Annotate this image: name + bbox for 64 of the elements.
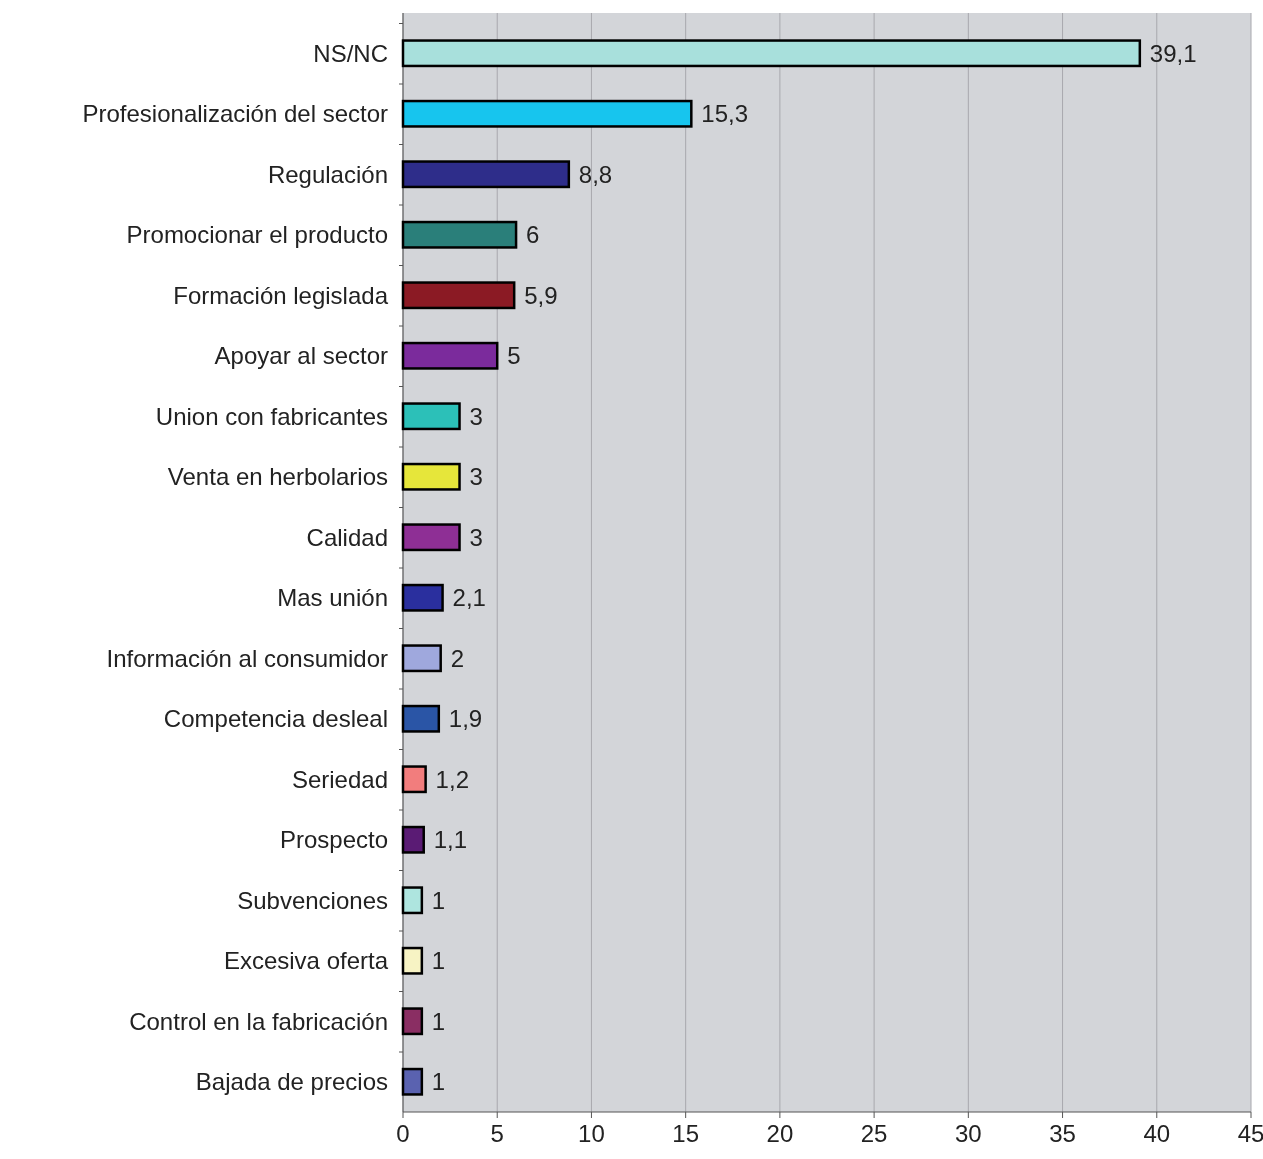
y-tick-label: Excesiva oferta bbox=[223, 947, 389, 975]
y-tick-label: Apoyar al sector bbox=[214, 342, 388, 370]
bar bbox=[401, 402, 461, 431]
data-label: 5,9 bbox=[524, 281, 558, 309]
bar bbox=[401, 825, 425, 854]
y-tick-label: Subvenciones bbox=[237, 886, 388, 914]
bar bbox=[401, 583, 444, 612]
bar bbox=[401, 1067, 424, 1096]
bar bbox=[401, 341, 499, 370]
data-label: 1,9 bbox=[448, 705, 483, 733]
bar bbox=[401, 765, 427, 794]
bar bbox=[401, 704, 441, 733]
data-label: 1 bbox=[431, 886, 446, 914]
data-label: 2 bbox=[450, 644, 465, 672]
y-tick-label: Calidad bbox=[306, 523, 388, 551]
y-tick-label: Seriedad bbox=[291, 765, 388, 793]
data-label: 1 bbox=[431, 1068, 446, 1096]
x-tick-label: 10 bbox=[578, 1120, 605, 1147]
bar bbox=[401, 462, 461, 491]
y-tick-label: Union con fabricantes bbox=[155, 402, 388, 430]
bar bbox=[401, 886, 424, 915]
data-label: 15,3 bbox=[701, 100, 749, 128]
data-label: 1 bbox=[431, 947, 446, 975]
data-label: 3 bbox=[469, 402, 483, 430]
bar bbox=[401, 1007, 424, 1036]
x-tick-label: 20 bbox=[766, 1120, 794, 1147]
bar bbox=[401, 644, 442, 673]
bar bbox=[401, 523, 461, 552]
data-label: 2,1 bbox=[452, 584, 486, 612]
y-tick-label: Competencia desleal bbox=[163, 705, 388, 733]
x-tick-label: 15 bbox=[672, 1120, 700, 1147]
y-tick-label: Regulación bbox=[267, 160, 388, 188]
y-tick-label: Control en la fabricación bbox=[129, 1007, 388, 1035]
x-tick-label: 30 bbox=[954, 1120, 982, 1147]
x-tick-label: 25 bbox=[860, 1120, 888, 1147]
bar bbox=[401, 946, 424, 975]
data-label: 8,8 bbox=[578, 160, 613, 188]
y-tick-label: Formación legislada bbox=[173, 281, 389, 309]
x-tick-label: 45 bbox=[1237, 1120, 1263, 1147]
y-tick-label: Información al consumidor bbox=[106, 644, 388, 672]
bar bbox=[401, 99, 693, 128]
bar bbox=[401, 281, 516, 310]
y-tick-label: Venta en herbolarios bbox=[167, 463, 388, 491]
x-tick-label: 0 bbox=[396, 1120, 410, 1147]
x-tick-label: 35 bbox=[1049, 1120, 1076, 1147]
y-tick-label: Prospecto bbox=[279, 826, 388, 854]
data-label: 5 bbox=[507, 342, 521, 370]
y-tick-label: Bajada de precios bbox=[195, 1068, 388, 1096]
data-label: 1 bbox=[431, 1007, 446, 1035]
data-label: 39,1 bbox=[1149, 39, 1197, 67]
data-label: 1,1 bbox=[433, 826, 468, 854]
bar bbox=[401, 160, 571, 189]
y-tick-label: Mas unión bbox=[277, 584, 388, 612]
data-label: 3 bbox=[469, 463, 483, 491]
y-tick-label: NS/NC bbox=[313, 39, 388, 67]
data-label: 1,2 bbox=[435, 765, 469, 793]
data-label: 6 bbox=[526, 221, 540, 249]
y-tick-label: Profesionalización del sector bbox=[82, 100, 388, 128]
x-tick-label: 5 bbox=[490, 1120, 504, 1147]
y-tick-label: Promocionar el producto bbox=[126, 221, 388, 249]
bar bbox=[401, 220, 518, 249]
bar bbox=[401, 39, 1142, 68]
data-label: 3 bbox=[469, 523, 483, 551]
x-tick-label: 40 bbox=[1143, 1120, 1171, 1147]
